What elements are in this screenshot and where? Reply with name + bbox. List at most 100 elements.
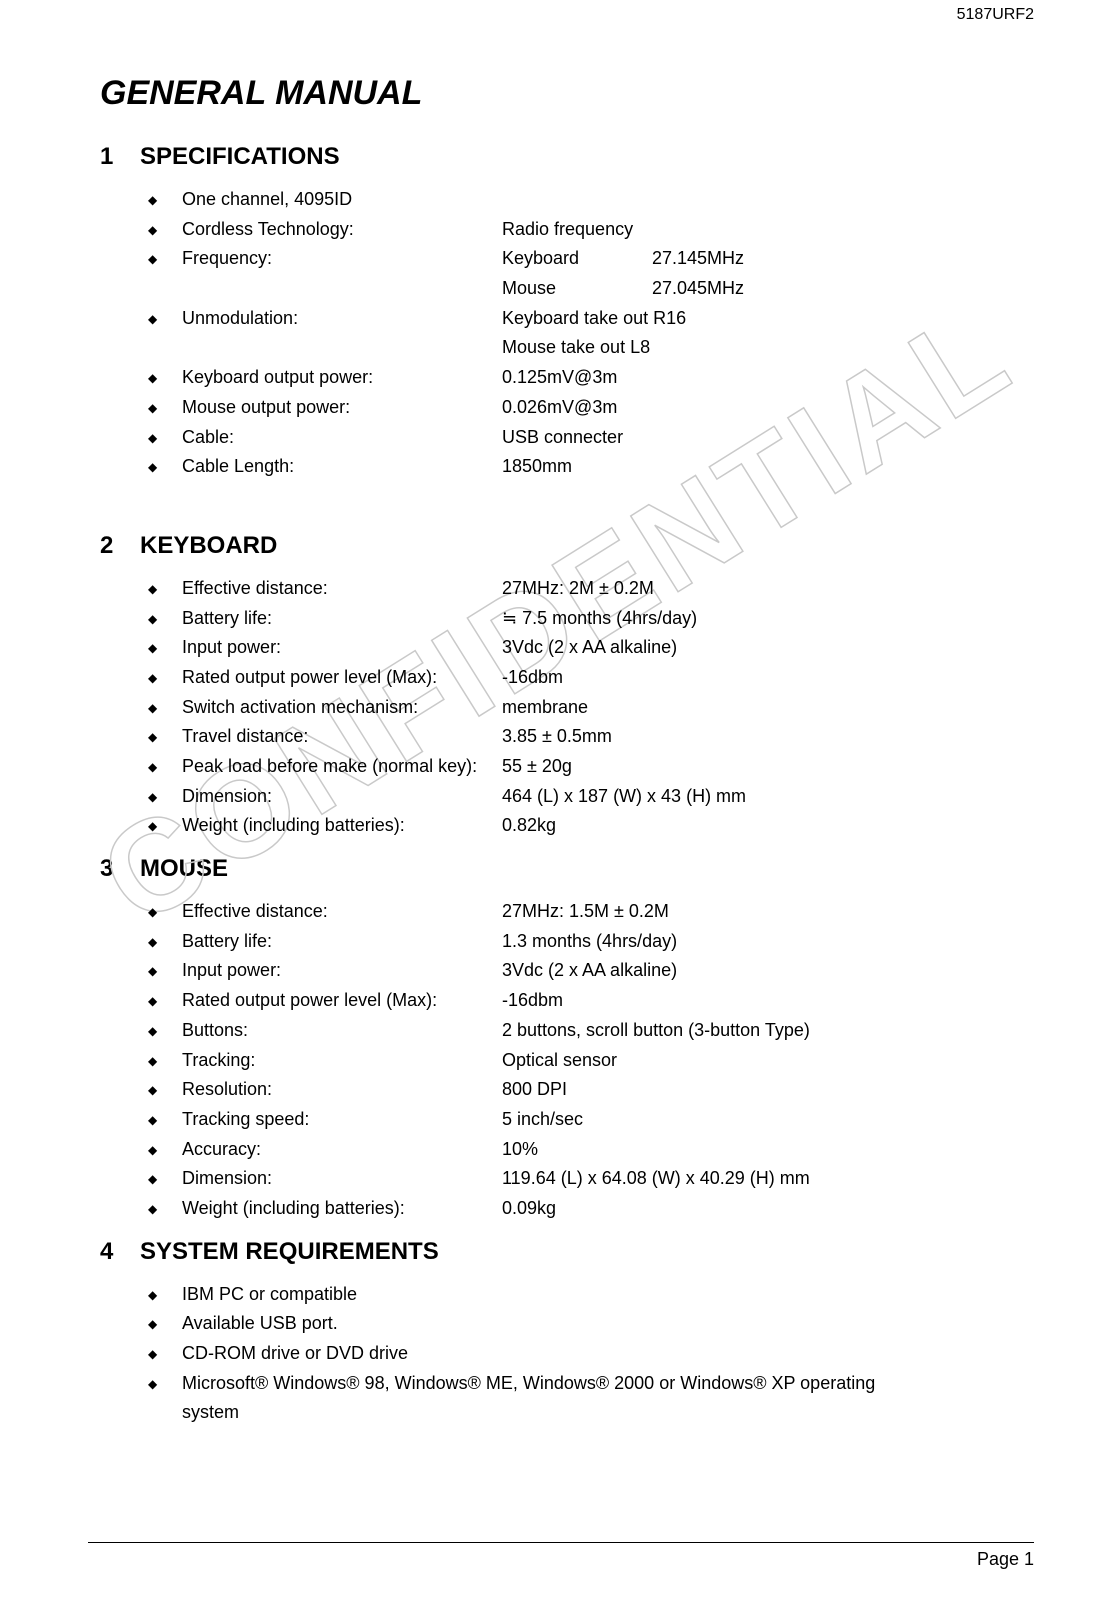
spec-label: Buttons: — [182, 1016, 502, 1046]
list-item: Mouse output power:0.026mV@3m — [148, 393, 1012, 423]
list-item: CD-ROM drive or DVD drive — [148, 1339, 1012, 1369]
list-item: Input power:3Vdc (2 x AA alkaline) — [148, 633, 1012, 663]
spec-value: membrane — [502, 693, 588, 723]
list-item: Mouse27.045MHz — [148, 274, 1012, 304]
spec-value: Optical sensor — [502, 1046, 617, 1076]
list-item: Frequency:Keyboard27.145MHz — [148, 244, 1012, 274]
keyboard-list: Effective distance:27MHz: 2M ± 0.2M Batt… — [100, 574, 1012, 841]
spec-label: Unmodulation: — [182, 304, 502, 334]
spec-value: 0.09kg — [502, 1194, 556, 1224]
list-item: Resolution:800 DPI — [148, 1075, 1012, 1105]
section-2-title: KEYBOARD — [140, 532, 277, 559]
list-item: Rated output power level (Max):-16dbm — [148, 986, 1012, 1016]
list-item: Cordless Technology:Radio frequency — [148, 215, 1012, 245]
section-1-title: SPECIFICATIONS — [140, 143, 340, 170]
spec-value: 27MHz: 2M ± 0.2M — [502, 574, 654, 604]
list-item: Microsoft® Windows® 98, Windows® ME, Win… — [148, 1369, 1012, 1428]
spec-value: ≒ 7.5 months (4hrs/day) — [502, 604, 697, 634]
list-item: Peak load before make (normal key):55 ± … — [148, 752, 1012, 782]
spec-label: Dimension: — [182, 782, 502, 812]
spec-label: Rated output power level (Max): — [182, 986, 502, 1016]
spec-label: Battery life: — [182, 927, 502, 957]
list-item: One channel, 4095ID — [148, 185, 1012, 215]
spec-label: Frequency: — [182, 244, 502, 274]
list-item: IBM PC or compatible — [148, 1280, 1012, 1310]
spec-text: Microsoft® Windows® 98, Windows® ME, Win… — [182, 1369, 902, 1428]
sysreq-list: IBM PC or compatible Available USB port.… — [100, 1280, 1012, 1428]
spec-value: -16dbm — [502, 986, 563, 1016]
doc-id: 5187URF2 — [0, 0, 1112, 24]
spec-label: Keyboard output power: — [182, 363, 502, 393]
spec-label: Tracking: — [182, 1046, 502, 1076]
spec-value: 2 buttons, scroll button (3-button Type) — [502, 1016, 810, 1046]
spec-value: 5 inch/sec — [502, 1105, 583, 1135]
spec-label: Resolution: — [182, 1075, 502, 1105]
spec-label: Mouse output power: — [182, 393, 502, 423]
spec-text: One channel, 4095ID — [182, 189, 352, 209]
spec-value: 55 ± 20g — [502, 752, 572, 782]
spec-subvalue: Keyboard — [502, 244, 652, 274]
list-item: Mouse take out L8 — [148, 333, 1012, 363]
spec-subvalue: Mouse — [502, 274, 652, 304]
spec-value: -16dbm — [502, 663, 563, 693]
list-item: Accuracy:10% — [148, 1135, 1012, 1165]
spec-label: Cable: — [182, 423, 502, 453]
list-item: Weight (including batteries):0.82kg — [148, 811, 1012, 841]
list-item: Effective distance:27MHz: 2M ± 0.2M — [148, 574, 1012, 604]
list-item: Tracking:Optical sensor — [148, 1046, 1012, 1076]
spec-label: Effective distance: — [182, 897, 502, 927]
spec-label: Weight (including batteries): — [182, 811, 502, 841]
spec-list: One channel, 4095ID Cordless Technology:… — [100, 185, 1012, 482]
section-1-num: 1 — [100, 143, 140, 171]
spec-value: 3Vdc (2 x AA alkaline) — [502, 956, 677, 986]
mouse-list: Effective distance:27MHz: 1.5M ± 0.2M Ba… — [100, 897, 1012, 1224]
list-item: Travel distance:3.85 ± 0.5mm — [148, 722, 1012, 752]
list-item: Input power:3Vdc (2 x AA alkaline) — [148, 956, 1012, 986]
spec-label: Input power: — [182, 633, 502, 663]
spec-label: Dimension: — [182, 1164, 502, 1194]
spec-value: 800 DPI — [502, 1075, 567, 1105]
list-item: Effective distance:27MHz: 1.5M ± 0.2M — [148, 897, 1012, 927]
list-item: Battery life:≒ 7.5 months (4hrs/day) — [148, 604, 1012, 634]
spec-value: Mouse take out L8 — [502, 333, 650, 363]
spec-subvalue: 27.145MHz — [652, 248, 744, 268]
section-3-head: 3MOUSE — [100, 855, 1012, 883]
spec-label: Accuracy: — [182, 1135, 502, 1165]
spec-label: Rated output power level (Max): — [182, 663, 502, 693]
spec-value: 3.85 ± 0.5mm — [502, 722, 612, 752]
section-4-head: 4SYSTEM REQUIREMENTS — [100, 1238, 1012, 1266]
list-item: Cable Length:1850mm — [148, 452, 1012, 482]
spec-value: Keyboard take out R16 — [502, 304, 686, 334]
page-footer: Page 1 — [88, 1542, 1034, 1570]
list-item: Dimension:464 (L) x 187 (W) x 43 (H) mm — [148, 782, 1012, 812]
list-item: Weight (including batteries):0.09kg — [148, 1194, 1012, 1224]
spec-value: 119.64 (L) x 64.08 (W) x 40.29 (H) mm — [502, 1164, 810, 1194]
spec-value: 3Vdc (2 x AA alkaline) — [502, 633, 677, 663]
spec-text: IBM PC or compatible — [182, 1284, 357, 1304]
section-4-title: SYSTEM REQUIREMENTS — [140, 1238, 439, 1265]
list-item: Buttons:2 buttons, scroll button (3-butt… — [148, 1016, 1012, 1046]
list-item: Rated output power level (Max):-16dbm — [148, 663, 1012, 693]
spec-text: Available USB port. — [182, 1313, 338, 1333]
spec-value: 0.82kg — [502, 811, 556, 841]
spec-value: Mouse27.045MHz — [502, 274, 744, 304]
list-item: Dimension:119.64 (L) x 64.08 (W) x 40.29… — [148, 1164, 1012, 1194]
spec-text: CD-ROM drive or DVD drive — [182, 1343, 408, 1363]
section-4-num: 4 — [100, 1238, 140, 1266]
spec-label: Travel distance: — [182, 722, 502, 752]
page-body: GENERAL MANUAL 1SPECIFICATIONS One chann… — [0, 24, 1112, 1428]
spec-subvalue: 27.045MHz — [652, 278, 744, 298]
list-item: Battery life:1.3 months (4hrs/day) — [148, 927, 1012, 957]
section-2-num: 2 — [100, 532, 140, 560]
list-item: Keyboard output power:0.125mV@3m — [148, 363, 1012, 393]
list-item: Unmodulation:Keyboard take out R16 — [148, 304, 1012, 334]
spec-label: Battery life: — [182, 604, 502, 634]
page-title: GENERAL MANUAL — [100, 74, 1012, 113]
spec-label: Cable Length: — [182, 452, 502, 482]
list-item: Switch activation mechanism:membrane — [148, 693, 1012, 723]
spec-label: Peak load before make (normal key): — [182, 752, 502, 782]
spec-value: USB connecter — [502, 423, 623, 453]
spec-value: 1.3 months (4hrs/day) — [502, 927, 677, 957]
section-3-num: 3 — [100, 855, 140, 883]
spec-label: Cordless Technology: — [182, 215, 502, 245]
